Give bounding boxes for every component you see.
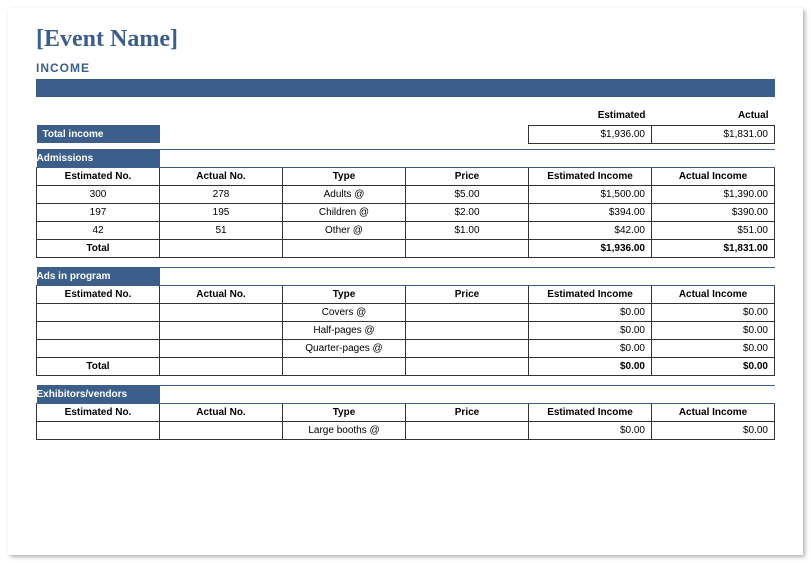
cell-est-inc: $0.00 — [529, 421, 652, 439]
col-est-income: Estimated Income — [529, 285, 652, 303]
cell-act-inc: $0.00 — [652, 303, 775, 321]
cell-act-inc: $0.00 — [652, 339, 775, 357]
cell-price: $5.00 — [406, 185, 529, 203]
estimated-header: Estimated — [529, 107, 652, 125]
table-row: Half-pages @ $0.00 $0.00 — [37, 321, 775, 339]
total-income-estimated: $1,936.00 — [529, 125, 652, 143]
col-est-income: Estimated Income — [529, 403, 652, 421]
cell-type: Covers @ — [283, 303, 406, 321]
cell-est-inc: $0.00 — [529, 321, 652, 339]
col-act-no: Actual No. — [160, 285, 283, 303]
table-row: Covers @ $0.00 $0.00 — [37, 303, 775, 321]
table-row: Quarter-pages @ $0.00 $0.00 — [37, 339, 775, 357]
cell-est-no — [37, 421, 160, 439]
col-est-no: Estimated No. — [37, 285, 160, 303]
col-act-no: Actual No. — [160, 167, 283, 185]
cell-est-no: 300 — [37, 185, 160, 203]
cell-type: Half-pages @ — [283, 321, 406, 339]
cell-price: $2.00 — [406, 203, 529, 221]
income-table: Estimated Actual Total income $1,936.00 … — [36, 107, 775, 440]
cell-act-no — [160, 421, 283, 439]
exhibitors-title: Exhibitors/vendors — [37, 385, 160, 403]
income-subtitle: INCOME — [36, 61, 775, 75]
cell-est-no: 197 — [37, 203, 160, 221]
cell-type: Other @ — [283, 221, 406, 239]
col-est-no: Estimated No. — [37, 403, 160, 421]
exhibitors-column-headers: Estimated No. Actual No. Type Price Esti… — [37, 403, 775, 421]
cell-est-inc: $394.00 — [529, 203, 652, 221]
cell-act-inc: $51.00 — [652, 221, 775, 239]
ads-total-row: Total $0.00 $0.00 — [37, 357, 775, 375]
total-act-inc: $0.00 — [652, 357, 775, 375]
ads-section-header: Ads in program — [37, 267, 775, 285]
header-bar — [36, 79, 775, 97]
col-type: Type — [283, 285, 406, 303]
total-income-label: Total income — [37, 125, 160, 143]
cell-act-no — [160, 321, 283, 339]
total-est-inc: $0.00 — [529, 357, 652, 375]
total-income-actual: $1,831.00 — [652, 125, 775, 143]
col-type: Type — [283, 167, 406, 185]
cell-price — [406, 421, 529, 439]
ads-title: Ads in program — [37, 267, 160, 285]
admissions-title: Admissions — [37, 149, 160, 167]
col-price: Price — [406, 167, 529, 185]
col-act-income: Actual Income — [652, 403, 775, 421]
col-est-income: Estimated Income — [529, 167, 652, 185]
cell-est-inc: $1,500.00 — [529, 185, 652, 203]
col-est-no: Estimated No. — [37, 167, 160, 185]
actual-header: Actual — [652, 107, 775, 125]
cell-act-no — [160, 303, 283, 321]
cell-act-inc: $1,390.00 — [652, 185, 775, 203]
total-label: Total — [37, 357, 160, 375]
total-label: Total — [37, 239, 160, 257]
table-row: 42 51 Other @ $1.00 $42.00 $51.00 — [37, 221, 775, 239]
summary-header-row: Estimated Actual — [37, 107, 775, 125]
admissions-total-row: Total $1,936.00 $1,831.00 — [37, 239, 775, 257]
cell-act-inc: $390.00 — [652, 203, 775, 221]
cell-type: Adults @ — [283, 185, 406, 203]
cell-price — [406, 303, 529, 321]
col-act-no: Actual No. — [160, 403, 283, 421]
cell-price: $1.00 — [406, 221, 529, 239]
cell-act-no: 278 — [160, 185, 283, 203]
col-price: Price — [406, 403, 529, 421]
total-est-inc: $1,936.00 — [529, 239, 652, 257]
cell-est-no — [37, 303, 160, 321]
cell-type: Quarter-pages @ — [283, 339, 406, 357]
admissions-column-headers: Estimated No. Actual No. Type Price Esti… — [37, 167, 775, 185]
cell-est-inc: $42.00 — [529, 221, 652, 239]
cell-act-inc: $0.00 — [652, 321, 775, 339]
col-price: Price — [406, 285, 529, 303]
cell-est-no — [37, 339, 160, 357]
cell-act-inc: $0.00 — [652, 421, 775, 439]
cell-act-no: 51 — [160, 221, 283, 239]
cell-act-no: 195 — [160, 203, 283, 221]
table-row: Large booths @ $0.00 $0.00 — [37, 421, 775, 439]
col-act-income: Actual Income — [652, 167, 775, 185]
cell-price — [406, 339, 529, 357]
col-act-income: Actual Income — [652, 285, 775, 303]
cell-est-no — [37, 321, 160, 339]
cell-est-inc: $0.00 — [529, 303, 652, 321]
table-row: 197 195 Children @ $2.00 $394.00 $390.00 — [37, 203, 775, 221]
cell-act-no — [160, 339, 283, 357]
total-income-row: Total income $1,936.00 $1,831.00 — [37, 125, 775, 143]
cell-est-no: 42 — [37, 221, 160, 239]
exhibitors-section-header: Exhibitors/vendors — [37, 385, 775, 403]
ads-column-headers: Estimated No. Actual No. Type Price Esti… — [37, 285, 775, 303]
document-page: [Event Name] INCOME Estimated Actual Tot… — [8, 8, 803, 555]
cell-type: Large booths @ — [283, 421, 406, 439]
event-title: [Event Name] — [36, 26, 775, 53]
col-type: Type — [283, 403, 406, 421]
total-act-inc: $1,831.00 — [652, 239, 775, 257]
table-row: 300 278 Adults @ $5.00 $1,500.00 $1,390.… — [37, 185, 775, 203]
admissions-section-header: Admissions — [37, 149, 775, 167]
cell-type: Children @ — [283, 203, 406, 221]
cell-price — [406, 321, 529, 339]
cell-est-inc: $0.00 — [529, 339, 652, 357]
